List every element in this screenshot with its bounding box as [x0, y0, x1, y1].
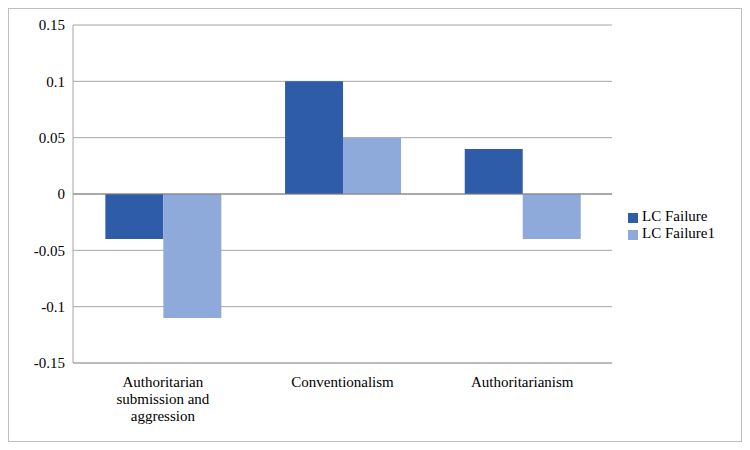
- html-text:LC Failure: LC Failure: [642, 208, 708, 224]
- svg-text:Authoritarianism: Authoritarianism: [471, 374, 574, 390]
- svg-text:-0.05: -0.05: [34, 243, 65, 259]
- svg-text:0: 0: [58, 186, 66, 202]
- svg-text:0.1: 0.1: [46, 74, 65, 90]
- svg-text:-0.1: -0.1: [41, 299, 65, 315]
- html-text:LC Failure1: LC Failure1: [642, 225, 715, 241]
- svg-text:0.05: 0.05: [39, 130, 65, 146]
- svg-text:Authoritariansubmission andagg: Authoritariansubmission andaggression: [116, 374, 209, 424]
- svg-text:Conventionalism: Conventionalism: [291, 374, 394, 390]
- svg-text:-0.15: -0.15: [34, 355, 65, 371]
- svg-text:0.15: 0.15: [39, 17, 65, 33]
